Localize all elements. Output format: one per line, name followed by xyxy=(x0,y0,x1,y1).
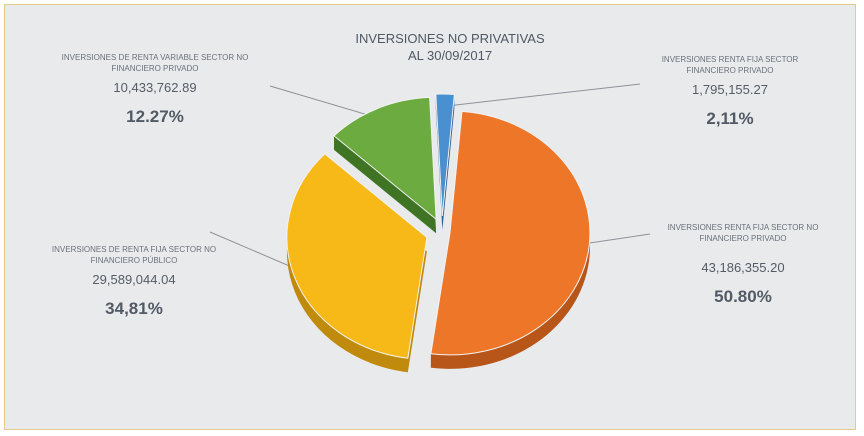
label-name-line1: INVERSIONES DE RENTA FIJA SECTOR NO xyxy=(51,245,217,254)
chart-title: INVERSIONES NO PRIVATIVAS AL 30/09/2017 xyxy=(320,30,580,64)
label-percentage: 12.27% xyxy=(126,107,184,126)
label-name-line1: INVERSIONES RENTA FIJA SECTOR xyxy=(661,55,799,64)
label-percentage: 34,81% xyxy=(105,299,163,318)
label-renta-fija-privado: INVERSIONES RENTA FIJA SECTOR NO FINANCI… xyxy=(628,222,858,307)
leader-line-renta-fija-financiero xyxy=(444,83,641,107)
label-amount: 1,795,155.27 xyxy=(692,82,768,97)
label-name-line1: INVERSIONES DE RENTA VARIABLE SECTOR NO xyxy=(61,53,249,62)
pie-slice-renta-variable-privado xyxy=(333,96,437,221)
label-amount: 29,589,044.04 xyxy=(92,272,176,287)
pie-slice-tops xyxy=(286,93,591,359)
label-percentage: 50.80% xyxy=(714,287,772,306)
label-percentage: 2,11% xyxy=(706,109,754,128)
label-amount: 10,433,762.89 xyxy=(113,80,197,95)
label-name-line2: FINANCIERO PRIVADO xyxy=(699,234,787,243)
label-renta-fija-financiero: INVERSIONES RENTA FIJA SECTOR FINANCIERO… xyxy=(620,54,840,129)
label-name-line2: FINANCIERO PÚBLICO xyxy=(90,256,178,265)
pie-slice-renta-fija-privado xyxy=(430,110,591,356)
label-amount: 43,186,355.20 xyxy=(701,260,785,275)
pie-slice-renta-fija-financiero xyxy=(435,93,455,217)
label-name-line2: FINANCIERO PRIVADO xyxy=(111,64,199,73)
pie-slice-renta-fija-publico xyxy=(286,153,428,359)
label-renta-variable-privado: INVERSIONES DE RENTA VARIABLE SECTOR NO … xyxy=(30,52,280,127)
chart-title-line1: INVERSIONES NO PRIVATIVAS xyxy=(355,31,545,46)
label-name-line2: FINANCIERO PRIVADO xyxy=(686,66,774,75)
chart-title-line2: AL 30/09/2017 xyxy=(407,48,493,63)
label-name-line1: INVERSIONES RENTA FIJA SECTOR NO xyxy=(667,223,819,232)
label-renta-fija-publico: INVERSIONES DE RENTA FIJA SECTOR NO FINA… xyxy=(14,244,254,319)
